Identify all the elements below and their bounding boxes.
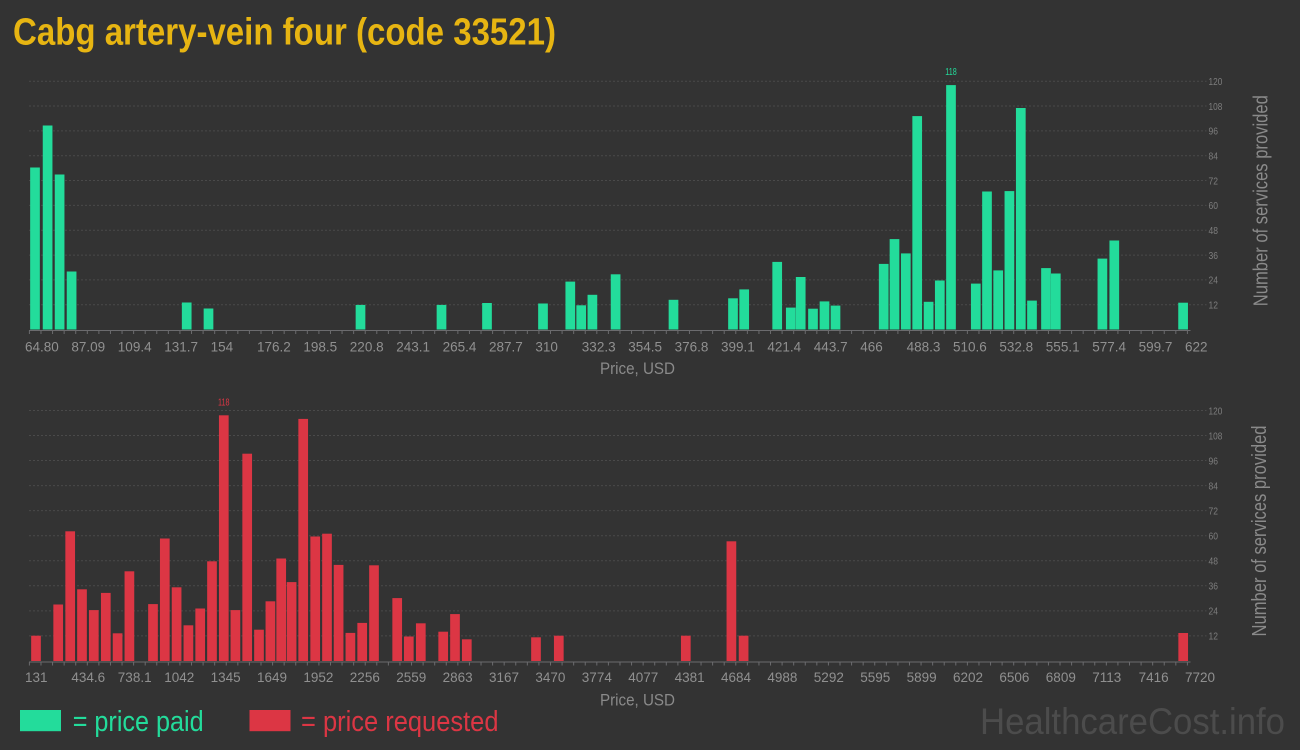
svg-text:7720: 7720 (1185, 670, 1215, 685)
svg-text:96: 96 (1209, 126, 1219, 138)
svg-text:3774: 3774 (582, 670, 613, 685)
svg-text:176.2: 176.2 (257, 340, 291, 355)
svg-text:4988: 4988 (767, 670, 797, 685)
svg-text:577.4: 577.4 (1092, 340, 1126, 355)
svg-text:Number of services provided: Number of services provided (1249, 426, 1271, 637)
svg-text:60: 60 (1209, 531, 1219, 543)
svg-text:12: 12 (1209, 631, 1219, 643)
svg-text:84: 84 (1209, 480, 1219, 492)
svg-text:Price, USD: Price, USD (600, 359, 675, 378)
svg-text:510.6: 510.6 (953, 340, 987, 355)
svg-text:48: 48 (1209, 556, 1219, 568)
svg-text:738.1: 738.1 (118, 670, 152, 685)
svg-text:399.1: 399.1 (721, 340, 755, 355)
svg-text:466: 466 (860, 340, 883, 355)
svg-text:2256: 2256 (350, 670, 380, 685)
svg-text:Price, USD: Price, USD (600, 691, 675, 710)
svg-text:265.4: 265.4 (443, 340, 477, 355)
svg-text:72: 72 (1209, 505, 1219, 517)
svg-text:HealthcareCost.info: HealthcareCost.info (980, 701, 1285, 742)
svg-text:1952: 1952 (303, 670, 333, 685)
svg-text:421.4: 421.4 (767, 340, 801, 355)
svg-text:198.5: 198.5 (303, 340, 337, 355)
svg-text:118: 118 (945, 67, 957, 78)
svg-text:24: 24 (1209, 275, 1219, 287)
svg-text:1345: 1345 (211, 670, 241, 685)
svg-text:60: 60 (1209, 200, 1219, 212)
svg-text:376.8: 376.8 (675, 340, 709, 355)
svg-text:84: 84 (1209, 151, 1219, 163)
svg-text:87.09: 87.09 (71, 340, 105, 355)
svg-text:1649: 1649 (257, 670, 287, 685)
svg-text:= price paid: = price paid (73, 706, 204, 738)
svg-text:48: 48 (1209, 225, 1219, 237)
svg-text:243.1: 243.1 (396, 340, 430, 355)
svg-text:555.1: 555.1 (1046, 340, 1080, 355)
svg-text:287.7: 287.7 (489, 340, 523, 355)
svg-text:108: 108 (1209, 101, 1223, 113)
svg-text:488.3: 488.3 (907, 340, 941, 355)
svg-text:120: 120 (1209, 405, 1223, 417)
svg-text:6809: 6809 (1046, 670, 1076, 685)
svg-text:5595: 5595 (860, 670, 890, 685)
svg-text:3470: 3470 (535, 670, 565, 685)
svg-text:108: 108 (1209, 430, 1223, 442)
svg-text:36: 36 (1209, 581, 1219, 593)
svg-text:96: 96 (1209, 455, 1219, 467)
svg-text:220.8: 220.8 (350, 340, 384, 355)
svg-text:354.5: 354.5 (628, 340, 662, 355)
svg-text:4381: 4381 (675, 670, 705, 685)
svg-text:= price requested: = price requested (301, 706, 499, 738)
svg-text:118: 118 (218, 398, 230, 409)
svg-text:154: 154 (211, 340, 234, 355)
svg-text:109.4: 109.4 (118, 340, 152, 355)
svg-text:24: 24 (1209, 606, 1219, 618)
svg-text:7113: 7113 (1092, 670, 1121, 685)
svg-text:599.7: 599.7 (1139, 340, 1173, 355)
svg-text:4684: 4684 (721, 670, 752, 685)
svg-text:131.7: 131.7 (164, 340, 198, 355)
svg-text:2559: 2559 (396, 670, 426, 685)
svg-text:6506: 6506 (999, 670, 1029, 685)
svg-text:434.6: 434.6 (71, 670, 105, 685)
svg-text:36: 36 (1209, 250, 1219, 262)
svg-text:Cabg artery-vein four (code 33: Cabg artery-vein four (code 33521) (13, 12, 556, 54)
svg-text:5292: 5292 (814, 670, 844, 685)
svg-text:5899: 5899 (907, 670, 937, 685)
svg-text:120: 120 (1209, 76, 1223, 88)
svg-text:72: 72 (1209, 175, 1219, 187)
svg-text:1042: 1042 (164, 670, 194, 685)
svg-text:12: 12 (1209, 300, 1219, 312)
svg-text:310: 310 (535, 340, 558, 355)
svg-text:332.3: 332.3 (582, 340, 616, 355)
svg-text:622: 622 (1185, 340, 1208, 355)
svg-text:2863: 2863 (443, 670, 473, 685)
svg-text:532.8: 532.8 (999, 340, 1033, 355)
svg-text:Number of services provided: Number of services provided (1251, 95, 1273, 306)
svg-text:4077: 4077 (628, 670, 658, 685)
svg-text:6202: 6202 (953, 670, 983, 685)
svg-text:64.80: 64.80 (25, 340, 59, 355)
svg-text:3167: 3167 (489, 670, 519, 685)
svg-text:7416: 7416 (1139, 670, 1169, 685)
svg-text:131: 131 (25, 670, 48, 685)
svg-text:443.7: 443.7 (814, 340, 848, 355)
